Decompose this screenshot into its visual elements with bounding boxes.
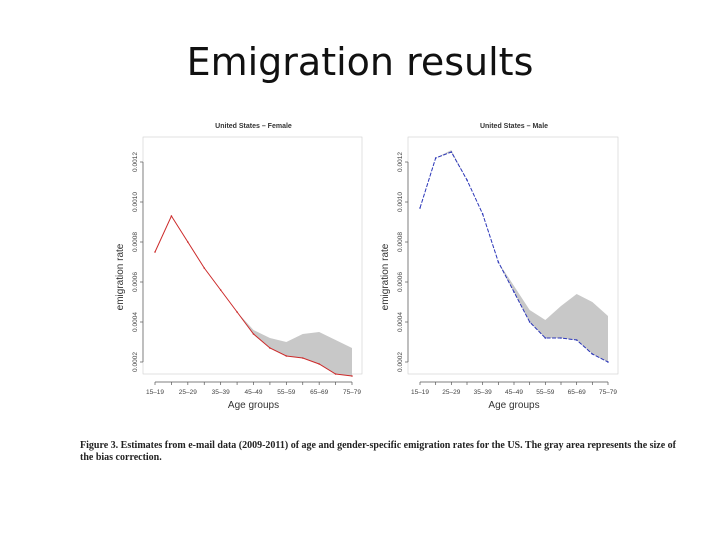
panel-2-x-tick-label: 75–79 bbox=[599, 389, 617, 396]
panel-2-y-tick-label: 0.0002 bbox=[397, 352, 404, 372]
panel-2-y-axis-label: emigration rate bbox=[380, 243, 391, 310]
panel-1-y-tick-label: 0.0008 bbox=[132, 232, 139, 252]
panel-1-x-tick-label: 25–29 bbox=[179, 389, 197, 396]
panel-1-x-tick-label: 65–69 bbox=[310, 389, 328, 396]
panel-2-x-tick-label: 55–59 bbox=[536, 389, 554, 396]
panel-1-data-point bbox=[203, 267, 206, 269]
panel-2-data-point bbox=[607, 361, 609, 363]
panel-2-y-tick-label: 0.0004 bbox=[397, 312, 404, 332]
panel-1-data-point bbox=[236, 311, 238, 313]
panel-1-chart-title: United States – Female bbox=[215, 123, 292, 130]
panel-1-data-point bbox=[154, 251, 156, 253]
panel-1-y-tick-label: 0.0002 bbox=[132, 352, 139, 372]
panel-1-y-axis-label: emigration rate bbox=[115, 243, 126, 310]
panel-1-x-tick-label: 75–79 bbox=[343, 389, 361, 396]
panel-2-x-tick-label: 65–69 bbox=[568, 389, 586, 396]
panel-1-y-tick-label: 0.0010 bbox=[132, 192, 139, 212]
panel-1-data-point bbox=[170, 215, 173, 217]
panel-2-y-tick-label: 0.0010 bbox=[397, 192, 404, 212]
panel-2-x-tick-label: 45–49 bbox=[505, 389, 523, 396]
panel-1-data-point bbox=[301, 357, 304, 359]
panel-1-data-point bbox=[252, 333, 255, 335]
panel-2-data-point bbox=[513, 291, 515, 293]
panel-1-y-tick-label: 0.0004 bbox=[132, 312, 139, 332]
panel-2-bias-band bbox=[420, 150, 608, 362]
panel-1-data-point bbox=[285, 355, 288, 357]
panel-1-x-tick-label: 45–49 bbox=[244, 389, 262, 396]
panel-2-data-point bbox=[560, 337, 562, 339]
panel-1-data-point bbox=[318, 363, 320, 365]
panel-2-x-tick-label: 15–19 bbox=[411, 389, 429, 396]
panel-1-x-tick-label: 35–39 bbox=[212, 389, 230, 396]
panel-2-data-point bbox=[419, 207, 421, 209]
figure-caption: Figure 3. Estimates from e-mail data (20… bbox=[80, 440, 677, 463]
panel-1-x-axis-label: Age groups bbox=[228, 400, 279, 411]
panel-1-x-tick-label: 55–59 bbox=[277, 389, 295, 396]
panel-2-y-tick-label: 0.0012 bbox=[397, 152, 404, 172]
panel-2-x-axis-label: Age groups bbox=[488, 400, 539, 411]
panel-2-chart-title: United States – Male bbox=[480, 123, 548, 130]
panel-1-bias-band bbox=[155, 216, 352, 376]
panel-2-data-point bbox=[528, 321, 531, 323]
panel-2-data-point bbox=[481, 213, 484, 215]
panel-2-data-point bbox=[591, 353, 594, 355]
panel-1-data-point bbox=[219, 289, 222, 291]
panel-1-data-point bbox=[187, 241, 189, 243]
panel-2-data-point bbox=[497, 261, 500, 263]
panel-2-y-tick-label: 0.0008 bbox=[397, 232, 404, 252]
panel-1-data-point bbox=[351, 375, 353, 377]
panel-1-x-tick-label: 15–19 bbox=[146, 389, 164, 396]
panel-2-data-point bbox=[544, 337, 547, 339]
panel-2-x-tick-label: 35–39 bbox=[474, 389, 492, 396]
panel-2-y-tick-label: 0.0006 bbox=[397, 272, 404, 292]
panel-2-data-point bbox=[450, 151, 453, 153]
panel-2-x-tick-label: 25–29 bbox=[442, 389, 460, 396]
panel-1-y-tick-label: 0.0006 bbox=[132, 272, 139, 292]
panel-2-data-point bbox=[575, 339, 578, 341]
panel-1-data-point bbox=[269, 347, 271, 349]
slide-title: Emigration results bbox=[186, 40, 534, 84]
charts-figure: United States – Female 0.0002 0.0004 0.0006… bbox=[115, 123, 619, 411]
panel-1-y-tick-label: 0.0012 bbox=[132, 152, 139, 172]
panel-2-data-point bbox=[466, 179, 468, 181]
panel-1-data-point bbox=[334, 373, 337, 375]
panel-2-data-point bbox=[434, 157, 437, 159]
